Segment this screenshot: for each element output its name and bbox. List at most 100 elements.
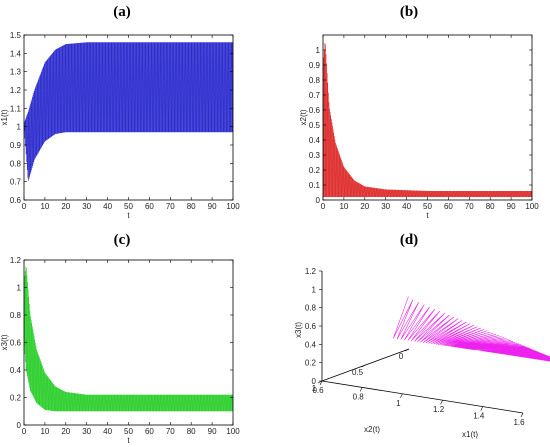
x-tick-label-c: 50 [124, 427, 133, 436]
x-tick-label-b: 30 [381, 202, 390, 211]
x3-tick-label: 0.6 [305, 322, 317, 331]
x-tick-label-b: 20 [360, 202, 369, 211]
y-tick-label-a: 1.3 [10, 68, 22, 77]
x-tick-label-c: 90 [208, 427, 217, 436]
panel-label-c: (c) [114, 232, 131, 248]
x1-tick [359, 387, 363, 392]
x1-tick [400, 393, 403, 398]
chart-3d-phase: 0.60.811.21.41.600.5100.20.40.60.811.2x1… [294, 267, 550, 439]
x-tick-label-a: 100 [226, 202, 240, 211]
y-tick-label-b: 0.6 [309, 106, 321, 115]
y-tick-label-a: 1.5 [10, 31, 22, 40]
x1-tick [480, 406, 484, 411]
y-axis-label-b: x2(t) [299, 109, 308, 125]
x1-tick-label: 1.6 [513, 418, 525, 427]
x-tick-label-c: 60 [145, 427, 154, 436]
x1-tick-label: 1.2 [433, 405, 445, 414]
x-axis-label-b: t [426, 211, 429, 220]
y-tick-label-c: 0.4 [10, 366, 22, 375]
x3-tick-label: 0.4 [305, 340, 317, 349]
x2-tick-label: 0 [399, 352, 404, 361]
x-tick-label-c: 30 [82, 427, 91, 436]
x1-tick [520, 412, 524, 418]
y-axis-label-a: x1(t) [0, 109, 9, 125]
x-tick-label-b: 50 [423, 202, 432, 211]
x1-tick-label: 0.8 [353, 392, 365, 401]
x3-tick-label: 1.2 [305, 267, 317, 276]
y-tick-label-a: 1 [17, 123, 22, 132]
y-tick-label-b: 0.7 [309, 91, 321, 100]
series-line-b [322, 43, 533, 198]
x2-tick [361, 364, 366, 368]
x-tick-label-c: 70 [166, 427, 175, 436]
x2-tick [404, 348, 410, 352]
x2-tick-label: 0.5 [352, 368, 364, 377]
x-tick-label-b: 10 [339, 202, 348, 211]
x-axis-label-c: t [127, 436, 130, 445]
y-tick-label-b: 0.1 [309, 181, 321, 190]
x2-tick [317, 380, 323, 384]
y-tick-label-a: 1.1 [10, 104, 22, 113]
x1-tick-label: 0.6 [312, 386, 324, 395]
x1-tick-label: 1.4 [473, 412, 485, 421]
y-tick-label-c: 1.2 [10, 256, 22, 265]
x-tick-label-a: 70 [166, 202, 175, 211]
x-tick-label-a: 40 [103, 202, 112, 211]
x-tick-label-c: 20 [61, 427, 70, 436]
x3-axis-label: x3(t) [294, 322, 303, 338]
x-tick-label-b: 0 [321, 202, 326, 211]
x2-axis-label: x2(t) [364, 425, 380, 434]
y-tick-label-b: 0.2 [309, 166, 321, 175]
y-tick-label-c: 0.6 [10, 339, 22, 348]
series-line-c [23, 266, 234, 412]
x-tick-label-a: 10 [40, 202, 49, 211]
x3-tick-label: 0.2 [305, 359, 317, 368]
x3-tick-label: 1 [312, 285, 317, 294]
y-tick-label-a: 0.8 [10, 159, 22, 168]
y-tick-label-c: 0 [17, 421, 22, 430]
x-axis-label-a: t [127, 211, 130, 220]
y-tick-label-b: 0.5 [309, 121, 321, 130]
x-tick-label-b: 40 [402, 202, 411, 211]
x-tick-label-b: 100 [525, 202, 539, 211]
x1-tick-label: 1 [396, 399, 401, 408]
panel-label-a: (a) [113, 4, 131, 20]
x-tick-label-c: 100 [226, 427, 240, 436]
x3-tick-label: 0 [312, 377, 317, 386]
y-tick-label-b: 0 [316, 196, 321, 205]
x-tick-label-c: 80 [187, 427, 196, 436]
x-tick-label-b: 80 [486, 202, 495, 211]
x3-tick-label: 0.8 [305, 304, 317, 313]
y-tick-label-a: 1.4 [10, 49, 22, 58]
x-tick-label-a: 60 [145, 202, 154, 211]
chart-x3: 0 10 20 30 40 50 60 70 80 90 100 0 0.2 0.4 0.6 0.8 1 1.2 t… [0, 256, 240, 445]
trajectory-3d [392, 296, 550, 362]
y-tick-label-c: 1 [17, 284, 22, 293]
x-tick-label-b: 90 [507, 202, 516, 211]
x-tick-label-a: 80 [187, 202, 196, 211]
y-tick-label-b: 0.4 [309, 136, 321, 145]
y-tick-label-b: 0.3 [309, 151, 321, 160]
y-tick-label-b: 1 [316, 46, 321, 55]
x-tick-label-a: 50 [124, 202, 133, 211]
x1-tick [319, 380, 323, 386]
x1-tick [440, 400, 443, 405]
y-tick-label-b: 0.9 [309, 61, 321, 70]
y-axis-label-c: x3(t) [0, 334, 9, 350]
panel-label-d: (d) [400, 232, 418, 248]
y-tick-label-c: 0.8 [10, 311, 22, 320]
y-tick-label-a: 0.9 [10, 141, 22, 150]
x-tick-label-c: 10 [40, 427, 49, 436]
x-tick-label-a: 30 [82, 202, 91, 211]
x-tick-label-b: 70 [465, 202, 474, 211]
y-tick-label-b: 0.8 [309, 76, 321, 85]
x-tick-label-b: 60 [444, 202, 453, 211]
x-tick-label-a: 90 [208, 202, 217, 211]
x2-tick-label: 1 [312, 384, 317, 393]
y-tick-label-a: 1.2 [10, 86, 22, 95]
y-tick-label-a: 0.6 [10, 196, 22, 205]
series-line-a [23, 42, 234, 181]
panel-label-b: (b) [400, 4, 418, 20]
x1-axis-label: x1(t) [462, 430, 478, 439]
